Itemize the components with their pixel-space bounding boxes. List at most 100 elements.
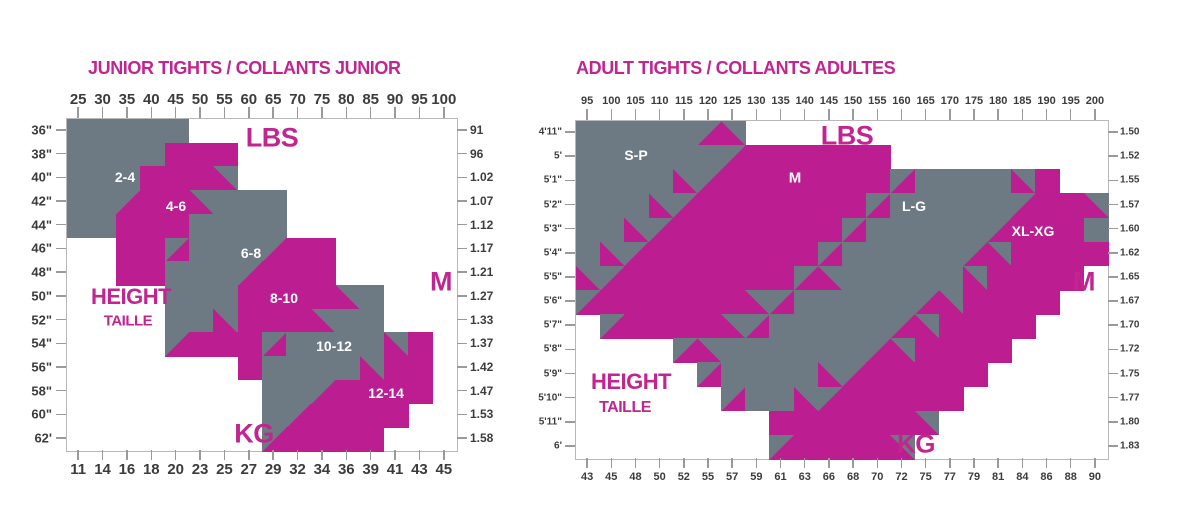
grid-cell bbox=[721, 145, 746, 170]
bottom-tick bbox=[949, 458, 951, 468]
grid-cell bbox=[962, 338, 988, 364]
grid-cell bbox=[648, 241, 674, 267]
grid-cell bbox=[842, 314, 867, 339]
right-axis-label: 1.07 bbox=[470, 194, 494, 208]
grid-cell bbox=[648, 145, 674, 170]
top-tick bbox=[1045, 109, 1048, 120]
right-axis-label: 1.60 bbox=[1120, 223, 1140, 235]
grid-cell bbox=[335, 285, 361, 310]
grid-cell bbox=[91, 166, 117, 191]
grid-cell bbox=[91, 190, 117, 215]
grid-cell bbox=[793, 290, 819, 315]
bottom-tick bbox=[199, 450, 201, 460]
grid-cell bbox=[672, 217, 698, 243]
grid-cell bbox=[1011, 241, 1037, 267]
top-axis-label: 170 bbox=[940, 95, 959, 107]
grid-cell bbox=[188, 308, 214, 334]
size-label-8-10: 8-10 bbox=[269, 290, 299, 306]
taille-axis-title: TAILLE bbox=[103, 312, 153, 330]
left-tick bbox=[56, 318, 66, 321]
grid-cell bbox=[890, 265, 916, 291]
top-axis-label: 115 bbox=[674, 95, 693, 107]
grid-cell bbox=[769, 193, 795, 219]
grid-cell bbox=[188, 285, 214, 310]
bottom-tick bbox=[658, 458, 661, 468]
grid-cell bbox=[115, 237, 141, 262]
top-axis-label: 25 bbox=[69, 91, 87, 108]
top-axis-label: 75 bbox=[313, 91, 331, 108]
top-tick bbox=[707, 109, 709, 120]
left-tick bbox=[56, 271, 66, 273]
grid-cell bbox=[213, 190, 239, 215]
grid-cell bbox=[1011, 193, 1037, 219]
bottom-tick bbox=[997, 458, 999, 468]
right-tick bbox=[457, 342, 467, 345]
grid-cell bbox=[769, 386, 795, 412]
grid-cell bbox=[672, 145, 698, 170]
bottom-axis-label: 68 bbox=[846, 471, 860, 483]
left-axis-label: 5'2" bbox=[543, 199, 562, 210]
grid-cell bbox=[262, 237, 287, 262]
grid-cell bbox=[648, 193, 674, 219]
top-axis-label: 135 bbox=[771, 95, 790, 107]
bottom-tick bbox=[900, 458, 903, 468]
grid-cell bbox=[310, 261, 336, 286]
grid-cell bbox=[188, 190, 214, 215]
grid-cell bbox=[866, 169, 891, 195]
bottom-axis-label: 66 bbox=[822, 471, 836, 483]
grid-cell bbox=[1011, 265, 1037, 291]
grid-cell bbox=[842, 362, 867, 388]
grid-cell bbox=[890, 193, 916, 219]
grid-cell bbox=[237, 308, 263, 334]
grid-cell bbox=[745, 217, 771, 243]
grid-cell bbox=[648, 217, 674, 243]
grid-cell bbox=[1035, 193, 1061, 219]
grid-cell bbox=[914, 265, 940, 291]
top-axis-label: 100 bbox=[602, 95, 621, 107]
grid-cell bbox=[914, 362, 940, 388]
grid-cell bbox=[769, 314, 795, 339]
grid-cell bbox=[745, 169, 771, 195]
right-tick bbox=[1108, 155, 1118, 157]
grid-cell bbox=[817, 290, 843, 315]
grid-cell bbox=[624, 265, 650, 291]
left-axis-label: 5'5" bbox=[543, 271, 562, 283]
grid-cell bbox=[962, 290, 988, 315]
grid-cell bbox=[213, 308, 239, 334]
right-axis-label: 1.62 bbox=[1120, 247, 1140, 259]
top-tick bbox=[610, 109, 613, 120]
top-tick bbox=[634, 109, 637, 120]
right-tick bbox=[1108, 179, 1118, 182]
left-axis-label: 56" bbox=[31, 359, 52, 375]
bottom-axis-label: 34 bbox=[313, 461, 331, 478]
size-label-12-14: 12-14 bbox=[368, 385, 404, 401]
right-axis-label: 1.57 bbox=[1120, 199, 1140, 210]
bottom-tick bbox=[394, 450, 396, 460]
grid-cell bbox=[890, 217, 916, 243]
grid-cell bbox=[769, 145, 795, 170]
grid-cell bbox=[987, 314, 1012, 339]
top-tick bbox=[828, 109, 830, 120]
bottom-tick bbox=[296, 450, 299, 460]
grid-cell bbox=[721, 338, 746, 364]
grid-cell bbox=[672, 169, 698, 195]
grid-cell bbox=[938, 217, 964, 243]
right-tick bbox=[457, 247, 467, 250]
right-tick bbox=[1108, 276, 1118, 278]
top-axis-label: 50 bbox=[191, 91, 209, 108]
right-tick bbox=[1108, 227, 1118, 230]
left-axis-label: 38" bbox=[31, 146, 52, 162]
grid-cell bbox=[164, 190, 190, 215]
grid-cell bbox=[648, 121, 674, 146]
right-tick bbox=[457, 389, 467, 392]
top-axis-label: 45 bbox=[167, 91, 185, 108]
grid-cell bbox=[164, 308, 190, 334]
grid-cell bbox=[286, 308, 312, 334]
bottom-tick bbox=[707, 458, 709, 468]
grid-cell bbox=[721, 386, 746, 412]
height-axis-title: HEIGHT bbox=[90, 284, 172, 309]
grid-cell bbox=[745, 362, 771, 388]
grid-cell bbox=[842, 410, 867, 436]
grid-cell bbox=[817, 410, 843, 436]
grid-cell bbox=[866, 410, 891, 436]
